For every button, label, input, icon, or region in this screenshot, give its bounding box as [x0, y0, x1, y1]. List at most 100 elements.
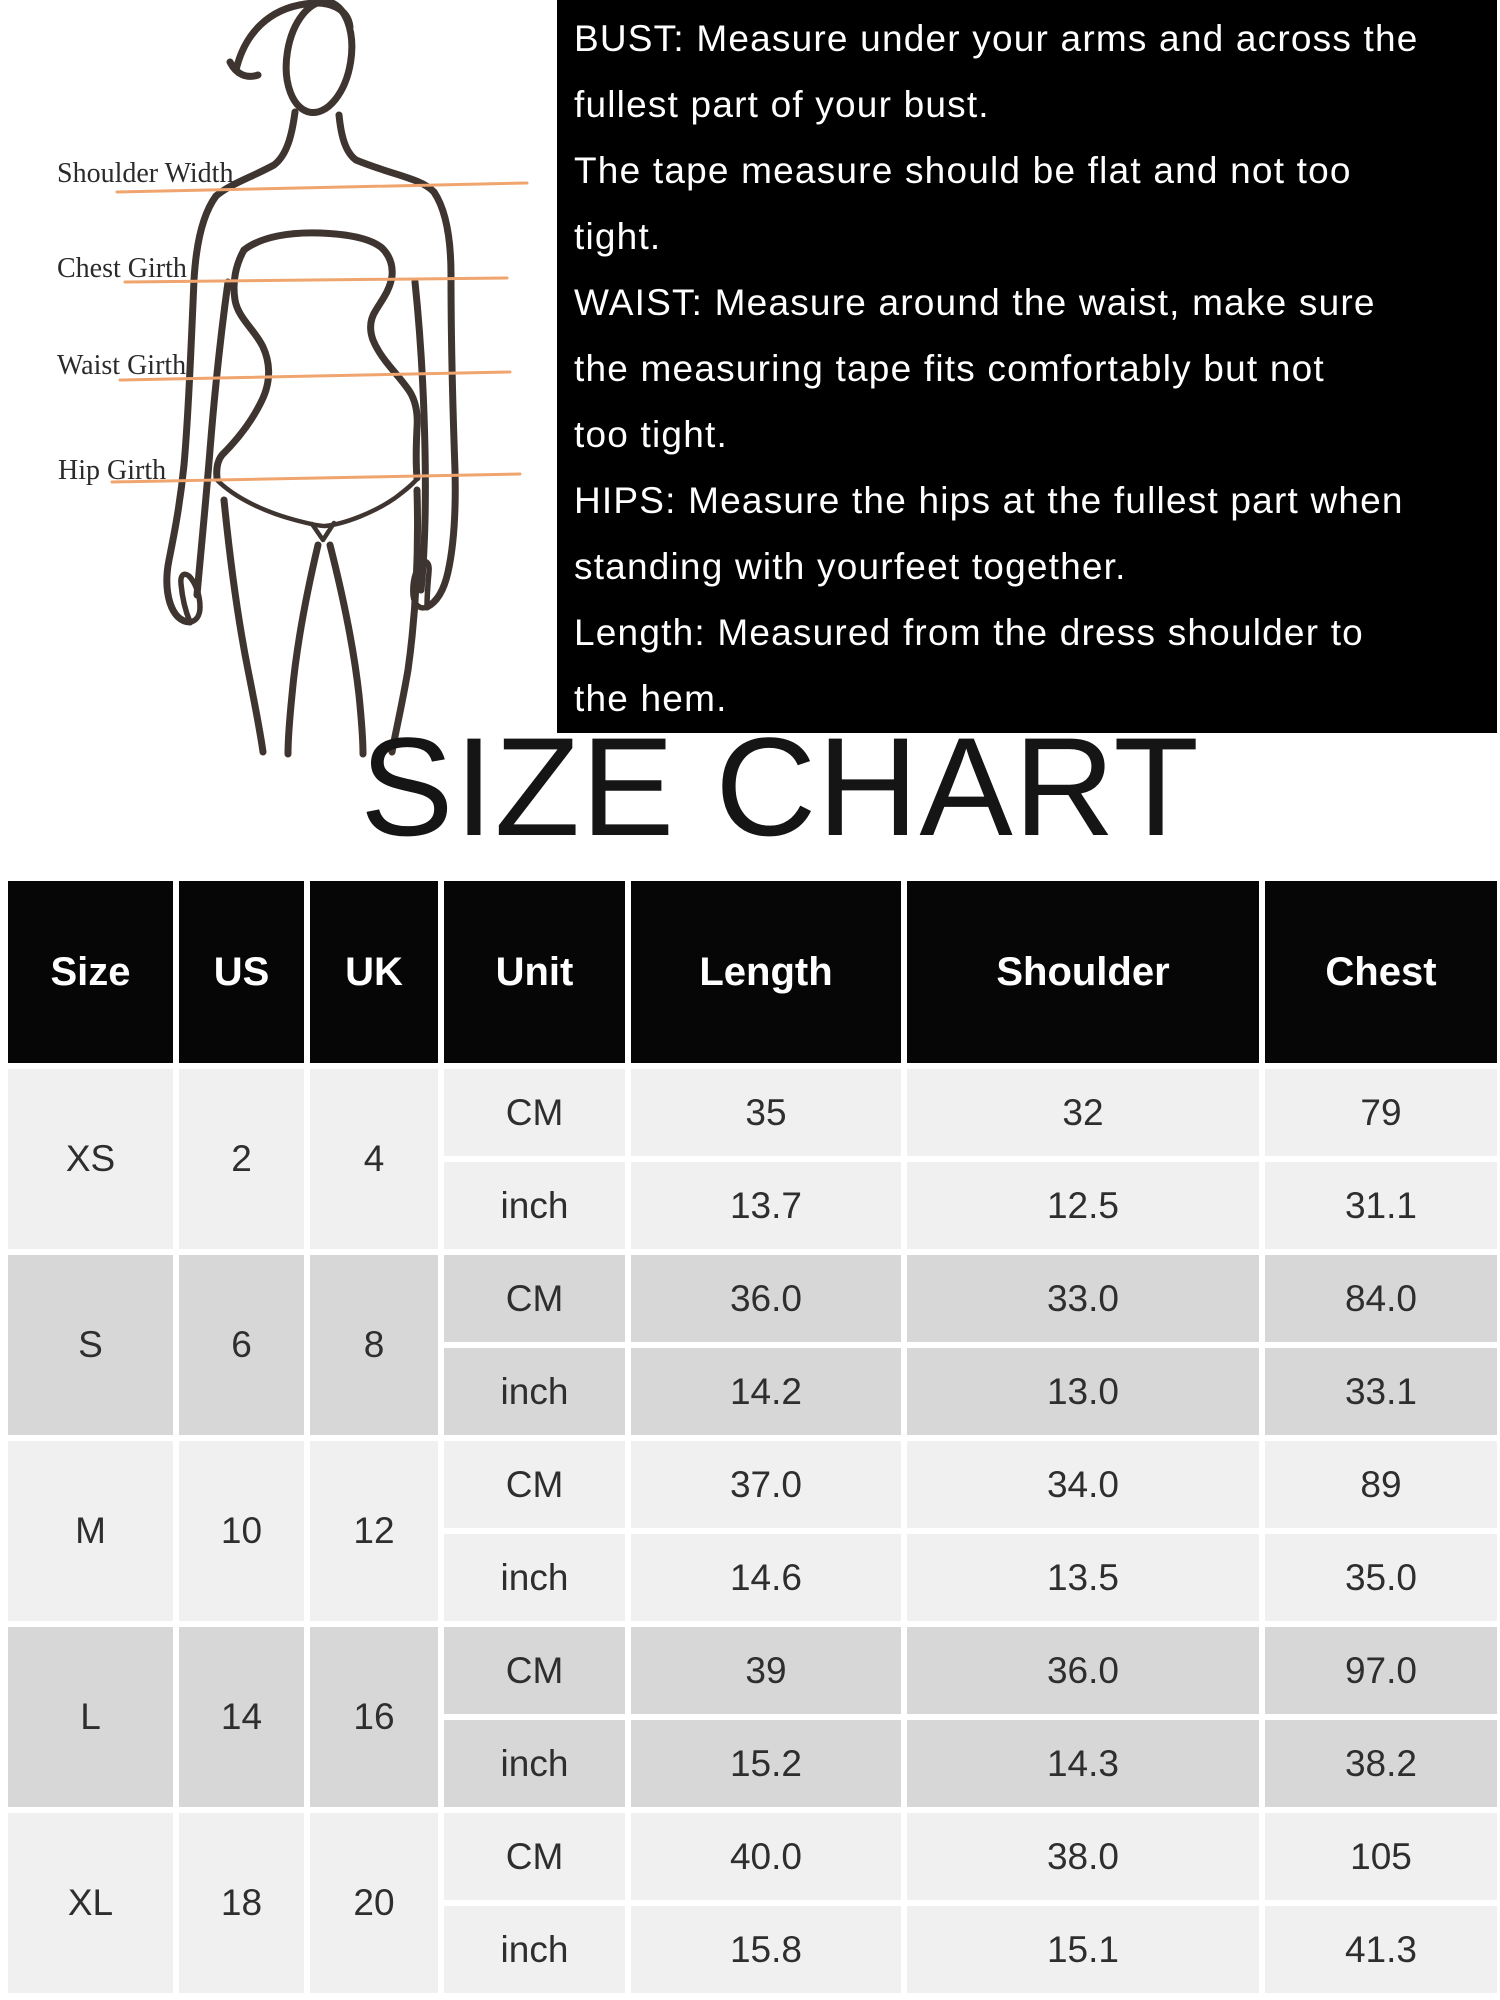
chest-inch-cell: 33.1: [1265, 1348, 1497, 1435]
chest-inch-cell: 41.3: [1265, 1906, 1497, 1993]
shoulder-inch-cell: 15.1: [907, 1906, 1259, 1993]
length-cm-cell: 40.0: [631, 1813, 901, 1900]
unit-cell-inch: inch: [444, 1162, 625, 1249]
size-cell: S: [8, 1255, 173, 1435]
unit-cell-inch: inch: [444, 1906, 625, 1993]
page-title: SIZE CHART: [360, 708, 1200, 865]
unit-cell-inch: inch: [444, 1348, 625, 1435]
chest-inch-cell: 31.1: [1265, 1162, 1497, 1249]
unit-cell-inch: inch: [444, 1534, 625, 1621]
unit-cell-cm: CM: [444, 1441, 625, 1528]
us-cell: 10: [179, 1441, 304, 1621]
waist-girth-label: Waist Girth: [57, 350, 187, 381]
uk-cell: 16: [310, 1627, 438, 1807]
arm-left-outer: [163, 192, 220, 626]
measurement-line-waist: [118, 370, 512, 382]
uk-cell: 12: [310, 1441, 438, 1621]
measurement-line-shoulder: [115, 181, 529, 194]
chest-cm-cell: 89: [1265, 1441, 1497, 1528]
shoulder-inch-cell: 12.5: [907, 1162, 1259, 1249]
neck-shoulder-left: [212, 108, 299, 200]
instruction-line: tight.: [574, 216, 662, 257]
length-inch-cell: 14.6: [631, 1534, 901, 1621]
uk-cell: 20: [310, 1813, 438, 1993]
length-inch-cell: 15.8: [631, 1906, 901, 1993]
table-row-group-xl: XL 18 20 CM 40.0 38.0 105 inch 15.8 15.1…: [8, 1813, 1497, 1993]
chest-girth-label: Chest Girth: [57, 253, 187, 284]
chest-inch-cell: 35.0: [1265, 1534, 1497, 1621]
length-inch-cell: 14.2: [631, 1348, 901, 1435]
female-figure-illustration: [110, 0, 529, 758]
header-cell-length: Length: [631, 881, 901, 1063]
size-cell: L: [8, 1627, 173, 1807]
shoulder-inch-cell: 13.5: [907, 1534, 1259, 1621]
leg-right-inner: [326, 541, 367, 758]
instruction-line: Length: Measured from the dress shoulder…: [574, 612, 1364, 653]
instruction-line: BUST: Measure under your arms and across…: [574, 18, 1419, 59]
shoulder-cm-cell: 33.0: [907, 1255, 1259, 1342]
length-cm-cell: 39: [631, 1627, 901, 1714]
arm-left-inner: [193, 278, 232, 599]
chest-inch-cell: 38.2: [1265, 1720, 1497, 1807]
size-cell: XL: [8, 1813, 173, 1993]
bikini-line: [214, 476, 420, 529]
hip-girth-label: Hip Girth: [58, 455, 167, 486]
leg-left-outer: [220, 496, 267, 756]
us-cell: 14: [179, 1627, 304, 1807]
chest-cm-cell: 97.0: [1265, 1627, 1497, 1714]
instruction-line: HIPS: Measure the hips at the fullest pa…: [574, 480, 1404, 521]
table-header-row: Size US UK Unit Length Shoulder Chest: [8, 881, 1497, 1063]
arm-right-inner: [411, 278, 429, 594]
shoulder-cm-cell: 32: [907, 1069, 1259, 1156]
table-row-group-s: S 6 8 CM 36.0 33.0 84.0 inch 14.2 13.0 3…: [8, 1255, 1497, 1435]
instruction-line: WAIST: Measure around the waist, make su…: [574, 282, 1376, 323]
instruction-line: fullest part of your bust.: [574, 84, 990, 125]
us-cell: 2: [179, 1069, 304, 1249]
shoulder-inch-cell: 14.3: [907, 1720, 1259, 1807]
uk-cell: 8: [310, 1255, 438, 1435]
unit-cell-inch: inch: [444, 1720, 625, 1807]
figure-outline: [163, 0, 459, 758]
instruction-line: standing with yourfeet together.: [574, 546, 1127, 587]
hair-sweep: [232, 0, 354, 74]
header-cell-unit: Unit: [444, 881, 625, 1063]
us-cell: 18: [179, 1813, 304, 1993]
hair-flick: [226, 58, 262, 80]
instruction-line: too tight.: [574, 414, 728, 455]
header-cell-shoulder: Shoulder: [907, 881, 1259, 1063]
instruction-line: The tape measure should be flat and not …: [574, 150, 1352, 191]
length-cm-cell: 35: [631, 1069, 901, 1156]
hand-left: [178, 571, 203, 625]
length-inch-cell: 15.2: [631, 1720, 901, 1807]
measurement-line-chest: [123, 276, 509, 284]
torso-left: [213, 246, 273, 482]
body-measurement-diagram: Shoulder Width Chest Girth Waist Girth H…: [0, 0, 560, 760]
instruction-line: the hem.: [574, 678, 728, 719]
size-cell: XS: [8, 1069, 173, 1249]
crotch-notch: [309, 520, 337, 543]
length-cm-cell: 37.0: [631, 1441, 901, 1528]
header-cell-chest: Chest: [1265, 881, 1497, 1063]
leg-right-outer: [388, 486, 421, 756]
table-row-group-xs: XS 2 4 CM 35 32 79 inch 13.7 12.5 31.1: [8, 1069, 1497, 1249]
chest-cm-cell: 79: [1265, 1069, 1497, 1156]
table-row-group-l: L 14 16 CM 39 36.0 97.0 inch 15.2 14.3 3…: [8, 1627, 1497, 1807]
shoulder-cm-cell: 34.0: [907, 1441, 1259, 1528]
us-cell: 6: [179, 1255, 304, 1435]
torso-right: [367, 272, 421, 482]
header-cell-us: US: [179, 881, 304, 1063]
length-inch-cell: 13.7: [631, 1162, 901, 1249]
instruction-line: the measuring tape fits comfortably but …: [574, 348, 1325, 389]
shoulder-cm-cell: 36.0: [907, 1627, 1259, 1714]
header-cell-uk: UK: [310, 881, 438, 1063]
uk-cell: 4: [310, 1069, 438, 1249]
leg-left-inner: [284, 541, 322, 758]
unit-cell-cm: CM: [444, 1627, 625, 1714]
length-cm-cell: 36.0: [631, 1255, 901, 1342]
unit-cell-cm: CM: [444, 1255, 625, 1342]
chest-cm-cell: 105: [1265, 1813, 1497, 1900]
neck-shoulder-right: [335, 111, 438, 196]
table-row-group-m: M 10 12 CM 37.0 34.0 89 inch 14.6 13.5 3…: [8, 1441, 1497, 1621]
size-cell: M: [8, 1441, 173, 1621]
